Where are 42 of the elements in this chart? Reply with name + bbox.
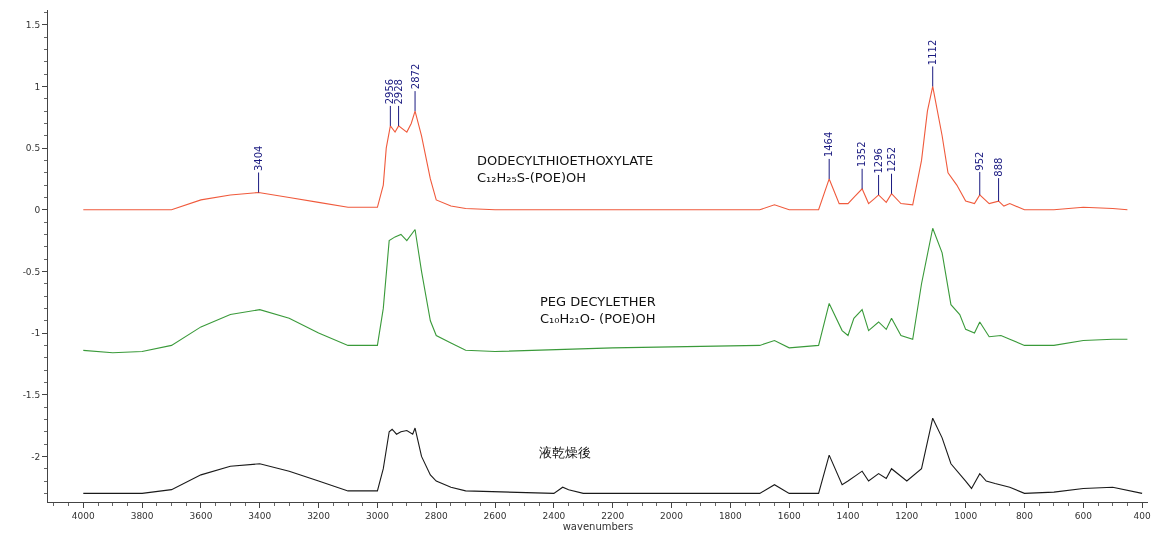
annotation: 1296 (872, 148, 884, 174)
line-series (82, 417, 1143, 494)
x-tick-label: 3800 (130, 510, 154, 521)
y-tick-label: 0 (34, 204, 41, 215)
x-tick-label: 2400 (542, 510, 566, 521)
annotation: 1352 (856, 141, 868, 167)
x-tick-label: 600 (1074, 510, 1093, 521)
annotation: 3404 (253, 145, 265, 172)
y-tick-label: -1.5 (22, 389, 41, 400)
x-tick-label: 1400 (836, 510, 860, 521)
annotation: 1112 (927, 39, 939, 66)
y-tick-label: -0.5 (22, 266, 41, 277)
line-series (82, 227, 1128, 354)
x-tick-label: 1800 (718, 510, 743, 521)
y-tick-label: -1 (31, 328, 41, 339)
x-tick-label: 400 (1133, 510, 1151, 521)
x-tick-label: 3600 (189, 510, 213, 521)
annotation: 1464 (823, 131, 835, 158)
text: 液乾燥後 (539, 445, 591, 460)
x-tick-label: 1600 (777, 510, 801, 521)
x-tick-label: 3000 (365, 510, 390, 521)
y-tick-label: 1.5 (25, 19, 41, 30)
series-label: PEG DECYLETHER C₁₀H₂₁O- (POE)OH (540, 294, 656, 326)
x-axis-title: wavenumbers (562, 520, 634, 532)
x-tick-label: 3400 (248, 510, 272, 521)
x-tick-label: 800 (1015, 510, 1034, 521)
y-tick-label: 0.5 (25, 143, 41, 154)
x-tick-label: 4000 (71, 510, 96, 521)
x-tick-label: 2800 (424, 510, 448, 521)
x-tick-label: 1200 (895, 510, 919, 521)
annotation: 888 (993, 157, 1005, 177)
y-tick-label: -2 (31, 451, 41, 462)
annotation: 2872 (409, 63, 421, 90)
x-tick-label: 2600 (483, 510, 507, 521)
annotation: 1252 (885, 146, 897, 173)
x-tick-label: 2000 (660, 510, 684, 521)
x-tick-label: 2200 (601, 510, 625, 521)
series-label: DODECYLTHIOETHOXYLATE C₁₂H₂₅S-(POE)OH (477, 153, 654, 185)
x-tick-label: 3200 (307, 510, 331, 521)
annotation: 952 (973, 151, 985, 171)
y-tick-label: 1 (34, 81, 41, 92)
x-tick-label: 1000 (954, 510, 978, 521)
